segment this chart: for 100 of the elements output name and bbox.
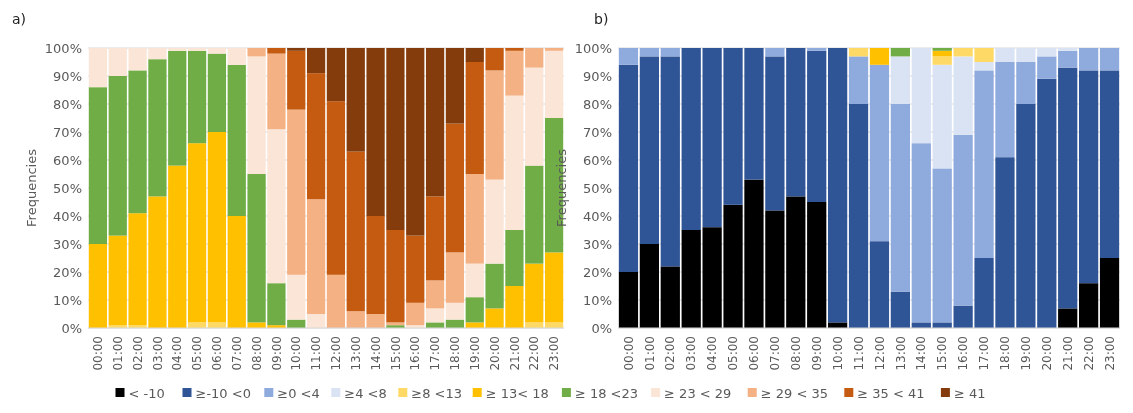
bar bbox=[828, 48, 848, 323]
y-tick-label: 80% bbox=[53, 96, 82, 112]
bar bbox=[306, 199, 326, 314]
bar bbox=[932, 48, 952, 51]
bar bbox=[660, 266, 680, 328]
y-tick-label: 20% bbox=[583, 264, 612, 280]
x-tick-label: 03:00 bbox=[150, 336, 165, 371]
x-tick-label: 19:00 bbox=[1019, 336, 1034, 371]
x-tick-label: 23:00 bbox=[547, 336, 562, 371]
y-tick-label: 60% bbox=[53, 152, 82, 168]
x-tick-label: 20:00 bbox=[1039, 336, 1054, 371]
x-tick-label: 20:00 bbox=[487, 336, 502, 371]
x-tick-label: 02:00 bbox=[663, 336, 678, 371]
bar bbox=[681, 230, 701, 328]
bar bbox=[465, 263, 484, 298]
bar bbox=[445, 48, 465, 124]
legend-label: ≥4 <8 bbox=[344, 385, 387, 401]
bar bbox=[207, 132, 227, 323]
bar bbox=[890, 56, 910, 104]
bar bbox=[660, 56, 680, 267]
bar bbox=[207, 48, 227, 54]
bar bbox=[326, 48, 346, 102]
y-tick-label: 70% bbox=[53, 124, 82, 140]
bar bbox=[932, 56, 952, 65]
legend-label: ≥ 13< 18 bbox=[485, 385, 549, 401]
bar bbox=[1058, 48, 1078, 51]
bar bbox=[639, 56, 659, 244]
bar bbox=[807, 202, 827, 328]
x-tick-label: 12:00 bbox=[329, 336, 344, 371]
bar bbox=[618, 64, 639, 272]
bar bbox=[869, 48, 890, 65]
bar bbox=[544, 252, 564, 323]
x-tick-label: 21:00 bbox=[1060, 336, 1075, 371]
x-tick-label: 16:00 bbox=[408, 336, 423, 371]
bar bbox=[765, 48, 785, 57]
y-tick-label: 0% bbox=[591, 320, 612, 336]
bar bbox=[287, 48, 306, 51]
bar bbox=[848, 48, 869, 57]
legend-label: < -10 bbox=[128, 385, 165, 401]
bar bbox=[786, 196, 806, 328]
chart-title: b) bbox=[594, 11, 609, 27]
bar bbox=[425, 196, 445, 281]
bar bbox=[1079, 283, 1099, 328]
bar bbox=[1058, 308, 1078, 328]
legend-label: ≥-10 <0 bbox=[195, 385, 251, 401]
x-tick-label: 04:00 bbox=[705, 336, 720, 371]
bar bbox=[890, 104, 910, 292]
bar bbox=[425, 280, 445, 309]
x-tick-label: 03:00 bbox=[684, 336, 699, 371]
y-tick-label: 80% bbox=[583, 96, 612, 112]
x-tick-label: 10:00 bbox=[830, 336, 845, 371]
bar bbox=[869, 241, 890, 328]
bar bbox=[326, 274, 346, 328]
x-tick-label: 01:00 bbox=[110, 336, 125, 371]
bar bbox=[786, 48, 806, 197]
legend-label: ≥ 29 < 35 bbox=[760, 385, 828, 401]
bar bbox=[1037, 56, 1057, 79]
bar bbox=[187, 48, 207, 51]
y-tick-label: 10% bbox=[583, 292, 612, 308]
y-tick-label: 90% bbox=[583, 68, 612, 84]
x-tick-label: 14:00 bbox=[914, 336, 929, 371]
x-tick-label: 09:00 bbox=[269, 336, 284, 371]
x-tick-label: 11:00 bbox=[851, 336, 866, 371]
bar bbox=[911, 48, 931, 144]
x-tick-label: 07:00 bbox=[768, 336, 783, 371]
x-tick-label: 19:00 bbox=[467, 336, 482, 371]
bar bbox=[660, 48, 680, 57]
bar bbox=[1058, 50, 1078, 68]
bar bbox=[1037, 78, 1057, 328]
y-axis-title: Frequencies bbox=[554, 148, 569, 227]
x-tick-label: 22:00 bbox=[1081, 336, 1096, 371]
bar bbox=[1079, 48, 1099, 71]
x-tick-label: 10:00 bbox=[289, 336, 304, 371]
bar bbox=[88, 87, 108, 244]
bar bbox=[639, 48, 659, 57]
x-tick-label: 09:00 bbox=[809, 336, 824, 371]
y-tick-label: 40% bbox=[53, 208, 82, 224]
legend-label: ≥ 23 < 29 bbox=[664, 385, 732, 401]
chart-title: a) bbox=[12, 11, 27, 27]
y-tick-label: 30% bbox=[583, 236, 612, 252]
y-tick-label: 40% bbox=[583, 208, 612, 224]
bar bbox=[639, 244, 659, 328]
bar bbox=[544, 50, 564, 118]
bar bbox=[187, 143, 207, 323]
legend-label: ≥ 41 bbox=[953, 385, 986, 401]
x-tick-label: 18:00 bbox=[448, 336, 463, 371]
y-tick-label: 20% bbox=[53, 264, 82, 280]
x-tick-label: 08:00 bbox=[249, 336, 264, 371]
x-tick-label: 18:00 bbox=[998, 336, 1013, 371]
x-tick-label: 15:00 bbox=[388, 336, 403, 371]
bar bbox=[88, 48, 108, 88]
bar bbox=[1099, 48, 1120, 71]
x-tick-label: 00:00 bbox=[91, 336, 106, 371]
x-tick-label: 16:00 bbox=[956, 336, 971, 371]
x-tick-label: 21:00 bbox=[507, 336, 522, 371]
y-tick-label: 30% bbox=[53, 236, 82, 252]
x-tick-label: 08:00 bbox=[788, 336, 803, 371]
bar bbox=[618, 272, 639, 328]
x-tick-label: 23:00 bbox=[1102, 336, 1117, 371]
x-tick-label: 06:00 bbox=[747, 336, 762, 371]
